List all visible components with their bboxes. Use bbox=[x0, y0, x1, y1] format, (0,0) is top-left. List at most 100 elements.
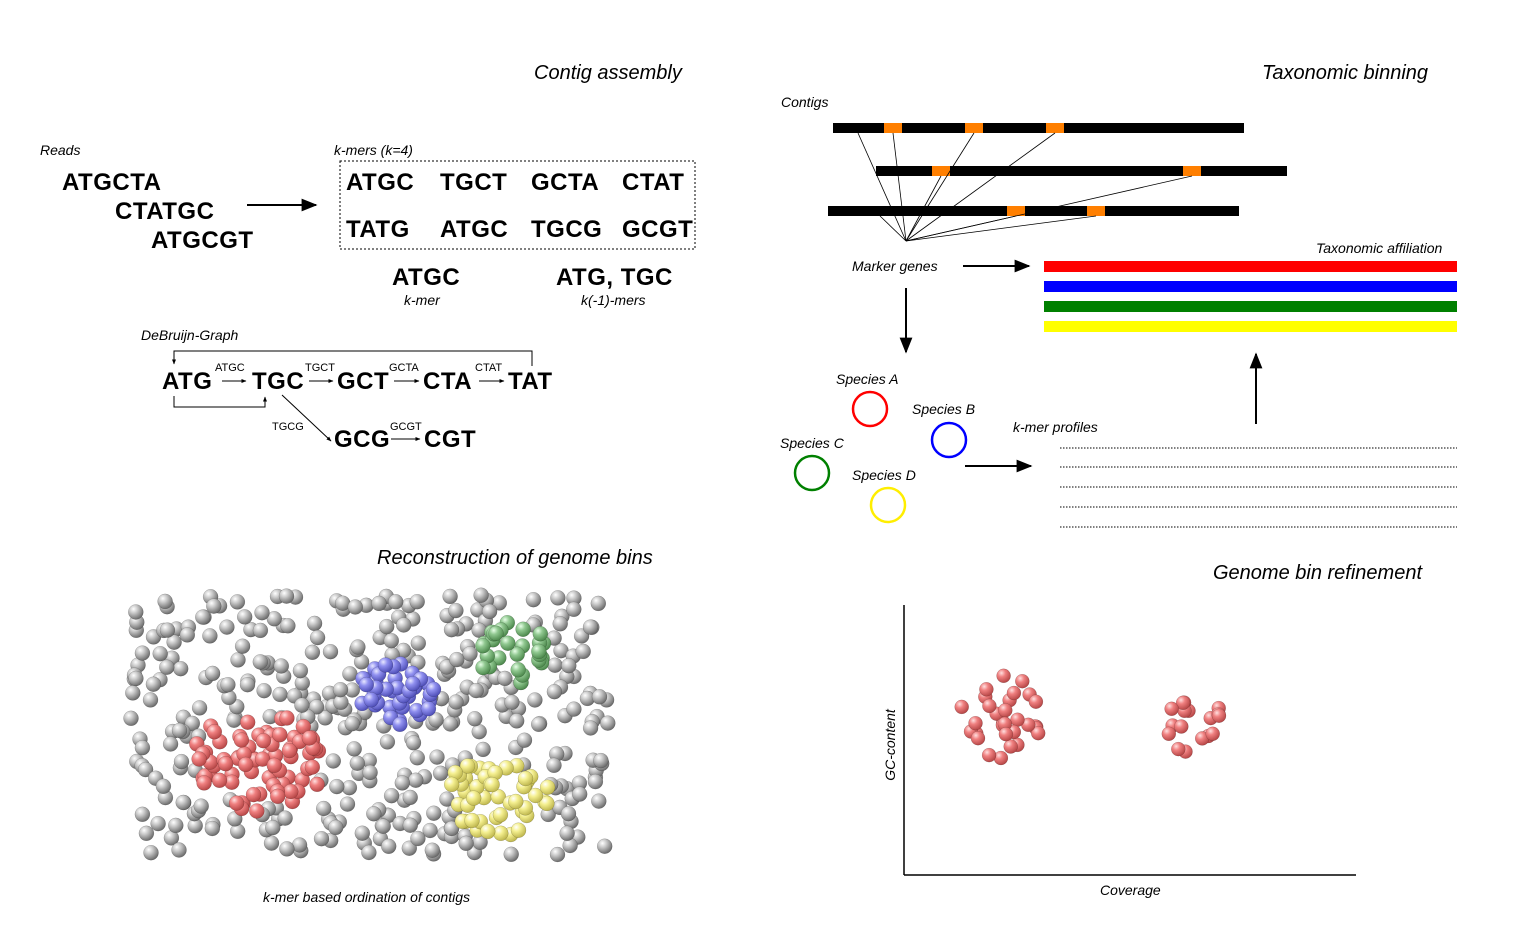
grey-sphere bbox=[515, 757, 532, 773]
grey-sphere bbox=[175, 723, 191, 740]
red-sphere bbox=[286, 729, 303, 746]
yellow-sphere bbox=[482, 776, 499, 793]
blue-sphere bbox=[385, 683, 401, 699]
grey-sphere bbox=[438, 659, 455, 675]
blue-sphere bbox=[392, 698, 408, 715]
green-sphere bbox=[485, 632, 501, 648]
red-sphere bbox=[266, 757, 283, 774]
red-sphere bbox=[191, 751, 207, 767]
grey-sphere bbox=[579, 690, 596, 707]
grey-sphere bbox=[458, 653, 474, 669]
grey-sphere bbox=[457, 750, 474, 766]
grey-sphere bbox=[395, 617, 412, 633]
yellow-sphere bbox=[517, 770, 534, 787]
grey-sphere bbox=[498, 708, 514, 725]
kmers-label: k-mers (k=4) bbox=[334, 142, 413, 158]
grey-sphere bbox=[262, 708, 278, 725]
yellow-sphere bbox=[465, 790, 482, 806]
grey-sphere bbox=[263, 835, 280, 851]
grey-sphere bbox=[405, 735, 422, 751]
grey-sphere bbox=[491, 595, 508, 611]
yellow-sphere bbox=[457, 783, 473, 800]
red-sphere bbox=[189, 736, 205, 752]
grey-sphere bbox=[123, 710, 139, 727]
blue-sphere bbox=[425, 681, 442, 698]
grey-sphere bbox=[252, 622, 269, 639]
grey-sphere bbox=[134, 806, 151, 823]
grey-sphere bbox=[346, 741, 362, 757]
grey-sphere bbox=[394, 775, 411, 791]
refinement-points bbox=[954, 668, 1227, 766]
red-sphere bbox=[202, 766, 218, 783]
red-sphere bbox=[282, 740, 299, 757]
yellow-sphere bbox=[517, 775, 534, 792]
red-sphere bbox=[284, 793, 301, 810]
red-sphere bbox=[273, 710, 290, 727]
red-sphere bbox=[230, 750, 246, 767]
grey-sphere bbox=[254, 806, 271, 823]
grey-sphere bbox=[457, 828, 474, 844]
grey-sphere bbox=[317, 710, 333, 726]
grey-sphere bbox=[219, 619, 235, 635]
grey-sphere bbox=[561, 657, 577, 674]
grey-sphere bbox=[375, 818, 391, 834]
grey-sphere bbox=[291, 837, 308, 853]
refinement-point bbox=[982, 698, 997, 714]
grey-sphere bbox=[410, 830, 426, 847]
grey-sphere bbox=[573, 628, 590, 644]
contigs bbox=[828, 123, 1287, 216]
red-sphere bbox=[271, 783, 287, 800]
grey-sphere bbox=[437, 825, 453, 842]
grey-sphere bbox=[172, 660, 189, 677]
grey-sphere bbox=[255, 655, 271, 671]
kmer-row2-3: TGCG bbox=[531, 216, 603, 243]
red-sphere bbox=[243, 763, 260, 780]
grey-sphere bbox=[296, 711, 312, 728]
grey-sphere bbox=[449, 621, 466, 637]
blue-sphere bbox=[358, 676, 375, 693]
grey-sphere bbox=[554, 608, 570, 625]
grey-sphere bbox=[566, 701, 582, 717]
grey-sphere bbox=[260, 801, 277, 817]
grey-sphere bbox=[429, 749, 445, 765]
grey-sphere bbox=[130, 657, 146, 673]
grey-sphere bbox=[379, 595, 395, 611]
grey-sphere bbox=[277, 810, 293, 826]
yellow-sphere bbox=[484, 776, 500, 793]
grey-sphere bbox=[596, 838, 613, 854]
refinement-axes bbox=[903, 605, 1356, 876]
blue-sphere bbox=[382, 699, 398, 716]
grey-sphere bbox=[559, 780, 575, 797]
grey-sphere bbox=[473, 682, 489, 698]
grey-sphere bbox=[243, 621, 259, 638]
grey-sphere bbox=[516, 732, 533, 748]
refinement-point bbox=[1161, 726, 1177, 742]
grey-sphere bbox=[334, 595, 351, 611]
grey-sphere bbox=[344, 682, 361, 698]
blue-sphere bbox=[392, 716, 408, 733]
grey-sphere bbox=[234, 638, 251, 654]
grey-sphere bbox=[445, 811, 461, 827]
grey-sphere bbox=[190, 728, 207, 744]
grey-sphere bbox=[280, 618, 296, 634]
blue-sphere bbox=[395, 687, 412, 704]
green-sphere bbox=[509, 646, 525, 662]
grey-sphere bbox=[137, 761, 154, 778]
grey-sphere bbox=[254, 604, 270, 621]
grey-sphere bbox=[272, 686, 288, 703]
grey-sphere bbox=[557, 707, 573, 724]
grey-sphere bbox=[422, 689, 439, 705]
yellow-sphere bbox=[464, 812, 480, 829]
grey-sphere bbox=[337, 720, 354, 736]
grey-sphere bbox=[566, 590, 582, 606]
grey-sphere bbox=[239, 676, 256, 693]
yellow-sphere bbox=[502, 795, 519, 811]
grey-sphere bbox=[138, 825, 155, 842]
refinement-point bbox=[996, 668, 1011, 684]
grey-sphere bbox=[156, 622, 172, 639]
refinement-ylabel: GC-content bbox=[881, 709, 898, 781]
grey-sphere bbox=[195, 609, 211, 625]
grey-sphere bbox=[600, 715, 616, 731]
grey-sphere bbox=[221, 689, 237, 706]
refinement-point bbox=[998, 703, 1013, 718]
